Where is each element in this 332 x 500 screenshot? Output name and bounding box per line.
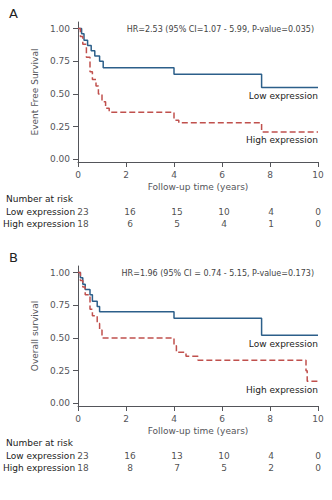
svg-text:Low expression: Low expression (249, 339, 318, 349)
svg-text:Follow-up time (years): Follow-up time (years) (148, 182, 249, 192)
svg-text:0.00: 0.00 (50, 154, 70, 164)
svg-text:0.75: 0.75 (50, 56, 70, 66)
svg-text:18: 18 (77, 463, 89, 473)
svg-text:2: 2 (268, 463, 274, 473)
svg-text:10: 10 (218, 451, 230, 461)
svg-text:5: 5 (221, 463, 227, 473)
svg-text:HR=2.53 (95% CI=1.07 - 5.99, P: HR=2.53 (95% CI=1.07 - 5.99, P-value=0.0… (127, 25, 314, 34)
svg-text:Number at risk: Number at risk (6, 194, 74, 204)
svg-text:1: 1 (268, 219, 274, 229)
svg-text:0.25: 0.25 (50, 366, 70, 376)
svg-text:0.25: 0.25 (50, 122, 70, 132)
svg-text:Event Free Survival: Event Free Survival (30, 49, 40, 136)
svg-text:16: 16 (124, 451, 136, 461)
svg-text:Overall survival: Overall survival (30, 301, 40, 371)
svg-text:4: 4 (268, 207, 274, 217)
svg-text:0: 0 (315, 451, 321, 461)
svg-text:6: 6 (127, 219, 133, 229)
svg-text:4: 4 (268, 451, 274, 461)
svg-text:High expression: High expression (3, 463, 75, 473)
svg-text:A: A (9, 6, 18, 21)
svg-text:2: 2 (123, 170, 129, 180)
svg-text:10: 10 (218, 207, 230, 217)
svg-text:Follow-up time (years): Follow-up time (years) (148, 426, 249, 436)
svg-text:15: 15 (171, 207, 182, 217)
svg-text:High expression: High expression (246, 385, 318, 395)
svg-text:13: 13 (171, 451, 182, 461)
svg-text:1.00: 1.00 (50, 268, 70, 278)
svg-text:8: 8 (127, 463, 133, 473)
svg-text:4: 4 (221, 219, 227, 229)
svg-text:0.75: 0.75 (50, 300, 70, 310)
svg-text:0.50: 0.50 (50, 333, 70, 343)
svg-text:4: 4 (171, 414, 177, 424)
svg-text:8: 8 (267, 414, 273, 424)
svg-text:HR=1.96 (95% CI = 0.74 - 5.15,: HR=1.96 (95% CI = 0.74 - 5.15, P-value=0… (122, 269, 314, 278)
svg-text:0: 0 (75, 170, 81, 180)
svg-text:0.50: 0.50 (50, 89, 70, 99)
svg-text:High expression: High expression (246, 135, 318, 145)
svg-text:0: 0 (75, 414, 81, 424)
svg-text:Low expression: Low expression (249, 91, 318, 101)
svg-text:8: 8 (267, 170, 273, 180)
svg-text:6: 6 (219, 170, 225, 180)
svg-text:0: 0 (315, 463, 321, 473)
svg-text:Low expression: Low expression (6, 207, 75, 217)
svg-text:0.00: 0.00 (50, 398, 70, 408)
svg-text:2: 2 (123, 414, 129, 424)
svg-text:4: 4 (171, 170, 177, 180)
svg-text:B: B (9, 250, 18, 265)
svg-text:23: 23 (77, 207, 88, 217)
svg-text:5: 5 (174, 219, 180, 229)
svg-text:18: 18 (77, 219, 89, 229)
svg-text:6: 6 (219, 414, 225, 424)
svg-text:0: 0 (315, 207, 321, 217)
svg-text:Low expression: Low expression (6, 451, 75, 461)
svg-text:Number at risk: Number at risk (6, 438, 74, 448)
svg-text:23: 23 (77, 451, 88, 461)
svg-text:10: 10 (312, 414, 324, 424)
svg-text:16: 16 (124, 207, 136, 217)
svg-text:7: 7 (174, 463, 180, 473)
svg-text:10: 10 (312, 170, 324, 180)
svg-text:0: 0 (315, 219, 321, 229)
svg-text:High expression: High expression (3, 219, 75, 229)
svg-text:1.00: 1.00 (50, 24, 70, 34)
